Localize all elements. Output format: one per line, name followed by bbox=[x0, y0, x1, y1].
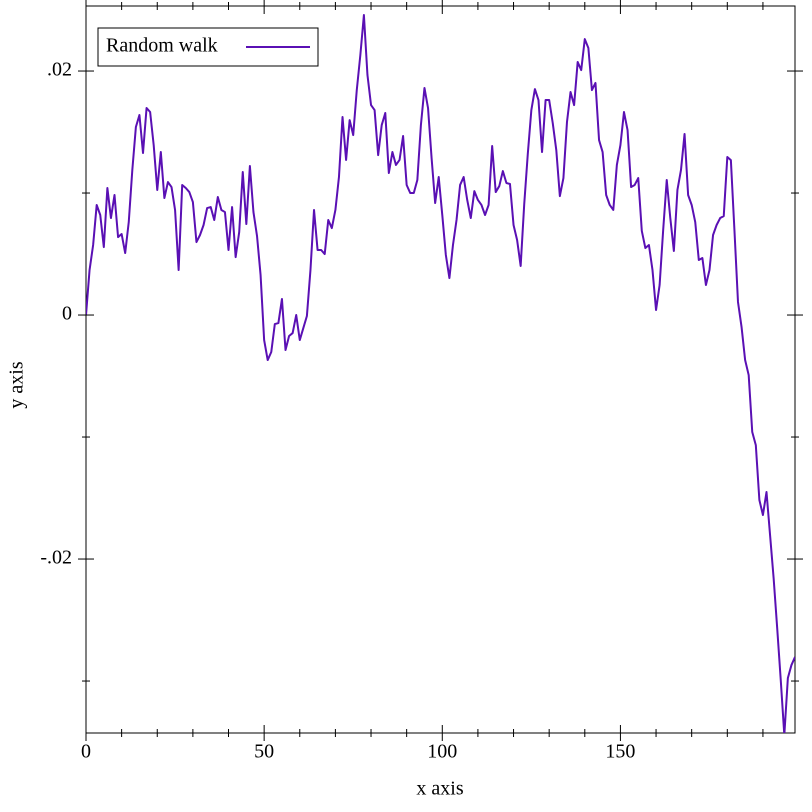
x-tick-label: 0 bbox=[81, 741, 91, 763]
y-tick-label: .02 bbox=[47, 59, 72, 81]
plot-frame bbox=[85, 5, 796, 734]
y-tick-label: 0 bbox=[62, 303, 72, 325]
legend-label: Random walk bbox=[106, 35, 218, 57]
x-tick-label: 50 bbox=[254, 741, 274, 763]
x-tick-label: 150 bbox=[605, 741, 635, 763]
x-tick-label: 100 bbox=[427, 741, 457, 763]
y-tick-label: -.02 bbox=[40, 547, 72, 569]
plot-area bbox=[86, 14, 795, 733]
x-axis-label: x axis bbox=[416, 778, 463, 800]
series-line bbox=[86, 14, 795, 733]
y-axis-label: y axis bbox=[6, 361, 28, 408]
